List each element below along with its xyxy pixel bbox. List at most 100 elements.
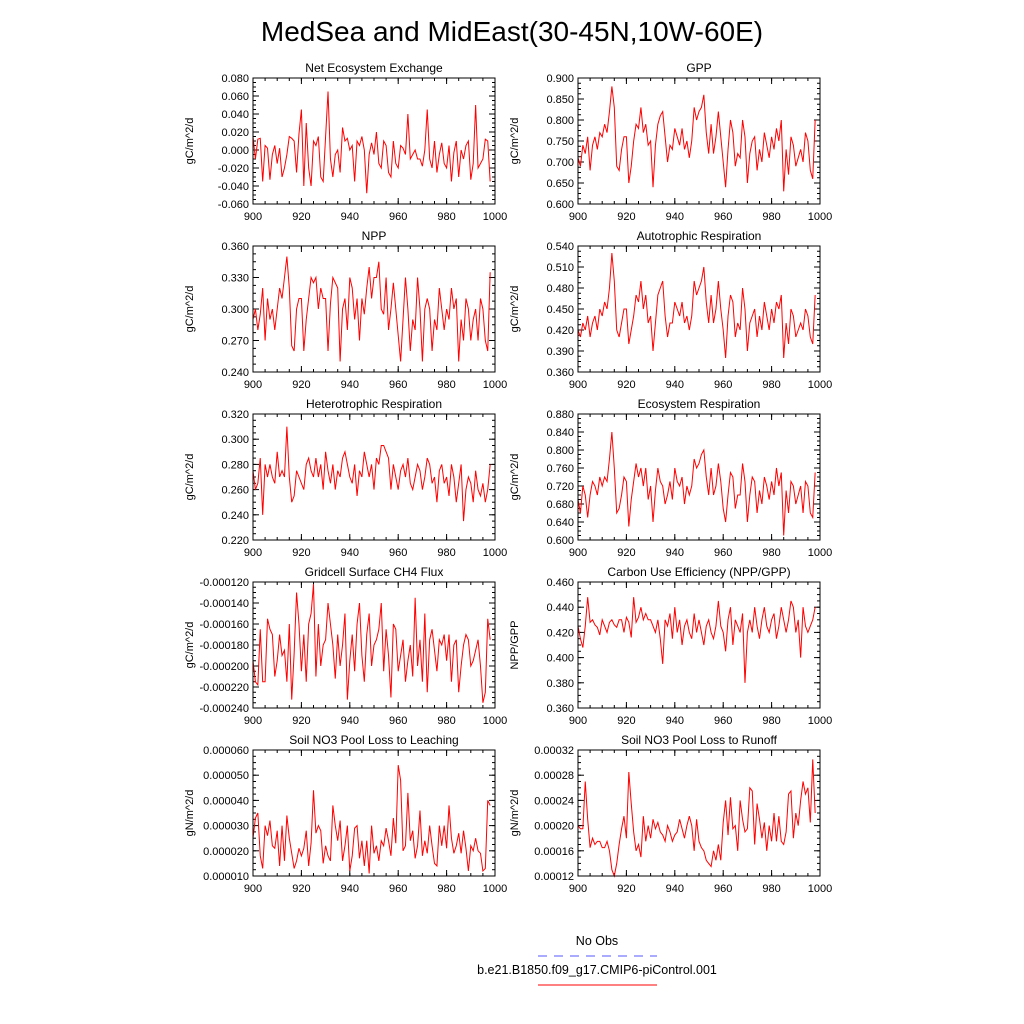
y-tick-label: 0.00012 [534, 871, 574, 883]
y-tick-label: 0.00024 [534, 795, 574, 807]
y-tick-label: 0.680 [546, 499, 574, 511]
y-axis-label: gC/m^2/d [509, 286, 521, 333]
x-tick-label: 920 [617, 883, 635, 895]
y-tick-label: 0.540 [546, 241, 574, 253]
y-tick-label: 0.360 [221, 241, 249, 253]
y-axis-label: gC/m^2/d [184, 622, 196, 669]
x-tick-label: 960 [389, 547, 407, 559]
x-tick-label: 940 [341, 379, 359, 391]
y-tick-label: 0.700 [546, 157, 574, 169]
y-tick-label: 0.270 [221, 336, 249, 348]
panel-title: Carbon Use Efficiency (NPP/GPP) [607, 565, 790, 579]
panel-7: Gridcell Surface CH4 Flux gC/m^2/d 900 920 9… [184, 565, 507, 727]
series-line [577, 431, 816, 536]
plot-frame [252, 749, 496, 877]
y-axis-label: NPP/GPP [509, 621, 521, 670]
x-tick-label: 920 [292, 211, 310, 223]
series-line [252, 426, 491, 522]
panel-title: Autotrophic Respiration [637, 229, 762, 243]
y-tick-label: 0.330 [221, 273, 249, 285]
y-axis-label: gN/m^2/d [509, 790, 521, 837]
y-tick-label: 0.480 [546, 283, 574, 295]
y-tick-label: 0.020 [221, 127, 249, 139]
y-tick-label: 0.00016 [534, 846, 574, 858]
y-tick-label: 0.720 [546, 481, 574, 493]
x-tick-label: 980 [762, 883, 780, 895]
series-line [577, 597, 816, 683]
y-tick-label: 0.00028 [534, 770, 574, 782]
y-tick-label: 0.650 [546, 178, 574, 190]
x-tick-label: 960 [389, 715, 407, 727]
x-tick-label: 980 [437, 715, 455, 727]
x-tick-label: 960 [714, 547, 732, 559]
x-tick-label: 960 [389, 379, 407, 391]
panel-title: Gridcell Surface CH4 Flux [305, 565, 444, 579]
x-tick-label: 920 [617, 211, 635, 223]
x-tick-label: 900 [244, 211, 262, 223]
y-tick-label: -0.000120 [199, 577, 249, 589]
y-tick-label: 0.000030 [203, 821, 249, 833]
y-tick-label: 0.420 [546, 325, 574, 337]
panel-title: Soil NO3 Pool Loss to Runoff [621, 733, 778, 747]
x-tick-label: 960 [389, 211, 407, 223]
x-tick-label: 1000 [808, 547, 832, 559]
panel-6: Ecosystem Respiration gC/m^2/d 900 920 940 96… [509, 397, 832, 559]
y-tick-label: 0.260 [221, 485, 249, 497]
x-tick-label: 940 [341, 547, 359, 559]
y-axis-label: gC/m^2/d [184, 454, 196, 501]
plot-frame [252, 77, 496, 205]
y-tick-label: 0.390 [546, 346, 574, 358]
x-tick-label: 900 [569, 883, 587, 895]
x-tick-label: 980 [762, 379, 780, 391]
plot-frame [577, 77, 821, 205]
y-tick-label: -0.000240 [199, 703, 249, 715]
y-tick-label: -0.040 [218, 181, 249, 193]
y-tick-label: 0.380 [546, 678, 574, 690]
x-tick-label: 920 [617, 547, 635, 559]
panel-title: Ecosystem Respiration [638, 397, 761, 411]
x-tick-label: 1000 [808, 379, 832, 391]
y-tick-label: 0.280 [221, 459, 249, 471]
plot-frame [252, 581, 496, 709]
y-tick-label: 0.320 [221, 409, 249, 421]
panel-title: NPP [362, 229, 387, 243]
y-tick-label: 0.900 [546, 73, 574, 85]
y-tick-label: 0.000010 [203, 871, 249, 883]
x-tick-label: 1000 [483, 547, 507, 559]
x-tick-label: 1000 [808, 715, 832, 727]
series-line [577, 252, 816, 359]
y-tick-label: 0.220 [221, 535, 249, 547]
y-tick-label: -0.060 [218, 199, 249, 211]
x-tick-label: 980 [762, 547, 780, 559]
y-tick-label: 0.400 [546, 653, 574, 665]
plot-frame [252, 413, 496, 541]
legend-obs-label: No Obs [576, 934, 618, 948]
x-tick-label: 900 [244, 547, 262, 559]
y-tick-label: 0.600 [546, 535, 574, 547]
y-tick-label: 0.240 [221, 367, 249, 379]
x-tick-label: 920 [292, 547, 310, 559]
panel-5: Heterotrophic Respiration gC/m^2/d 900 920 9… [184, 397, 507, 559]
y-tick-label: -0.000180 [199, 640, 249, 652]
y-tick-label: 0.360 [546, 703, 574, 715]
main-title: MedSea and MidEast(30-45N,10W-60E) [261, 16, 763, 47]
panel-4: Autotrophic Respiration gC/m^2/d 900 920 940… [509, 229, 832, 391]
y-tick-label: 0.450 [546, 304, 574, 316]
y-tick-label: -0.020 [218, 163, 249, 175]
y-tick-label: 0.000 [221, 145, 249, 157]
x-tick-label: 1000 [808, 211, 832, 223]
panel-10: Soil NO3 Pool Loss to Runoff gN/m^2/d 900 9… [509, 733, 832, 895]
x-tick-label: 920 [617, 379, 635, 391]
y-axis-label: gC/m^2/d [509, 454, 521, 501]
y-tick-label: 0.460 [546, 577, 574, 589]
x-tick-label: 900 [244, 715, 262, 727]
series-line [252, 584, 491, 703]
x-tick-label: 1000 [483, 211, 507, 223]
panel-3: NPP gC/m^2/d 900 920 940 960 980 1000 0.240 0.270… [184, 229, 507, 391]
x-tick-label: 940 [341, 883, 359, 895]
x-tick-label: 940 [341, 715, 359, 727]
x-tick-label: 960 [714, 211, 732, 223]
x-tick-label: 920 [617, 715, 635, 727]
y-axis-label: gN/m^2/d [184, 790, 196, 837]
